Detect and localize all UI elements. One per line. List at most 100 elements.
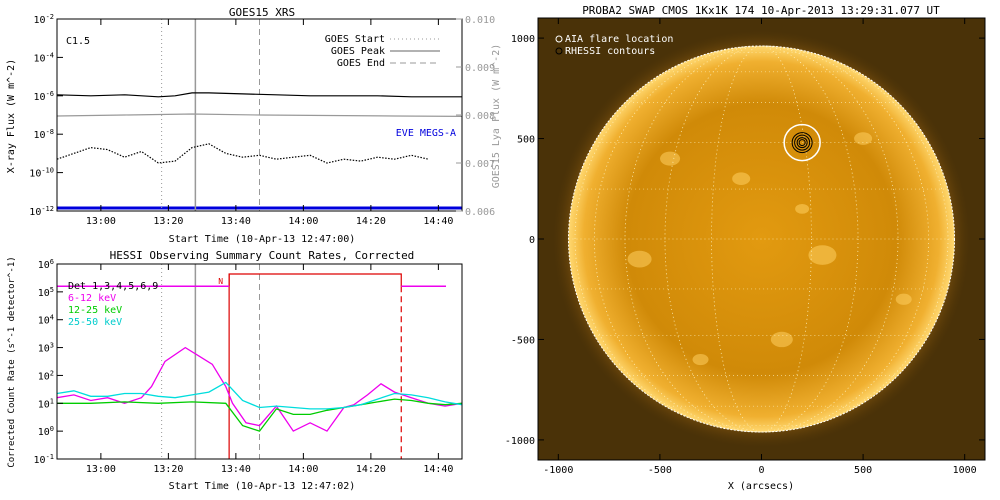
swap-y-tick-label: 1000 <box>511 34 535 45</box>
goes-y-tick-label: 10-10 <box>29 167 54 180</box>
goes-x-tick-label: 14:20 <box>356 216 386 227</box>
hessi-x-tick-label: 14:20 <box>356 464 386 475</box>
swap-legend-label: RHESSI contours <box>565 46 655 57</box>
swap-legend-label: AIA flare location <box>565 34 673 45</box>
rhessi-contour <box>796 137 808 149</box>
goes-title: GOES15 XRS <box>229 6 295 19</box>
goes-axes: 13:00 13:20 13:40 14:00 14:20 14:40 10-12 10-10… <box>29 13 495 227</box>
hessi-y-tick-label: 10-1 <box>34 453 54 466</box>
goes-x-tick-label: 13:40 <box>221 216 251 227</box>
goes-ylabel: X-ray Flux (W m^-2) <box>6 59 17 173</box>
hessi-x-tick-label: 14:00 <box>288 464 318 475</box>
hessi-series-line-2 <box>56 381 463 410</box>
goes-series-line-1 <box>56 143 429 164</box>
hessi-x-tick-label: 14:40 <box>423 464 453 475</box>
aia-flare-location <box>783 123 821 162</box>
swap-x-tick-label: 0 <box>758 465 764 476</box>
goes-y-tick-label: 10-8 <box>34 128 54 141</box>
hessi-panel: HESSI Observing Summary Count Rates, Cor… <box>7 249 463 492</box>
goes-panel: GOES15 XRS 13:00 13:20 13:40 14:00 14:20 14:4… <box>6 6 502 245</box>
goes-y-right-tick-label: 0.007 <box>465 159 495 170</box>
active-region <box>895 293 912 305</box>
active-region <box>692 353 709 366</box>
goes-y-tick-label: 10-12 <box>29 205 54 218</box>
longitude-line <box>593 45 930 433</box>
hessi-legend-label: 12-25 keV <box>68 305 122 316</box>
hessi-plot-frame <box>56 263 463 460</box>
aia-legend-symbol <box>555 35 563 43</box>
hessi-x-tick-label: 13:20 <box>153 464 183 475</box>
swap-legend: AIA flare location RHESSI contours <box>555 34 673 57</box>
swap-x-tick-label: 500 <box>854 465 872 476</box>
swap-y-tick-label: 0 <box>529 235 535 246</box>
hessi-axes: 13:00 13:20 13:40 14:00 14:20 14:40 10-1 100 101… <box>34 258 454 475</box>
hessi-xlabel: Start Time (10-Apr-13 12:47:02) <box>169 481 356 492</box>
hessi-x-tick-label: 13:40 <box>221 464 251 475</box>
goes-y-tick-label: 10-6 <box>34 90 54 103</box>
goes-xlabel: Start Time (10-Apr-13 12:47:00) <box>169 234 356 245</box>
hessi-night-bracket <box>228 273 402 287</box>
hessi-ylabel: Corrected Count Rate (s^-1 detector^-1) <box>7 256 17 467</box>
goes-x-tick-label: 14:40 <box>423 216 453 227</box>
hessi-series-line-1 <box>57 398 463 432</box>
goes-y-right-tick-label: 0.008 <box>465 111 495 122</box>
longitude-line <box>624 45 899 433</box>
hessi-legend-label: Det 1,3,4,5,6,9 <box>68 281 158 292</box>
goes-series-line-0 <box>56 92 462 98</box>
swap-x-tick-label: -1000 <box>543 465 573 476</box>
rhessi-contour <box>794 134 811 151</box>
hessi-y-tick-label: 105 <box>38 286 54 299</box>
goes-series-group <box>56 19 463 211</box>
hessi-legend: Det 1,3,4,5,6,9 6-12 keV 12-25 keV 25-50… <box>68 281 158 328</box>
swap-y-tick-label: -500 <box>511 335 535 346</box>
hessi-series-group: N <box>56 264 463 459</box>
hessi-y-tick-label: 102 <box>38 369 54 382</box>
rhessi-contour <box>798 139 806 147</box>
swap-y-tick-label: -1000 <box>505 436 535 447</box>
hessi-y-tick-label: 100 <box>38 425 54 438</box>
goes-x-tick-label: 13:00 <box>86 216 116 227</box>
swap-x-tick-label: 1000 <box>953 465 977 476</box>
active-region <box>660 151 681 166</box>
hessi-x-tick-label: 13:00 <box>86 464 116 475</box>
goes-ylabel-right: GOES15 Lya Flux (W m^-2) <box>491 44 502 189</box>
goes-y-right-tick-label: 0.009 <box>465 63 495 74</box>
hessi-series-line-0 <box>56 346 463 432</box>
goes-y-tick-label: 10-2 <box>34 13 54 26</box>
rhessi-legend-symbol <box>555 47 563 55</box>
heliographic-grid <box>568 45 955 433</box>
goes-legend-label: GOES Start <box>325 34 385 45</box>
goes-x-tick-label: 14:00 <box>288 216 318 227</box>
swap-axes: -1000 -500 0 500 1000 -1000 -500 0 500 1000 <box>505 18 985 476</box>
goes-annotation: C1.5 <box>66 36 90 47</box>
goes-legend: GOES Start GOES Peak GOES End <box>325 34 440 69</box>
goes-y-tick-label: 10-4 <box>34 51 54 64</box>
active-region <box>732 172 751 186</box>
hessi-y-tick-label: 104 <box>38 314 54 327</box>
hessi-legend-label: 25-50 keV <box>68 317 122 328</box>
goes-legend-label: GOES End <box>337 58 385 69</box>
longitude-line <box>664 45 859 433</box>
hessi-y-tick-label: 101 <box>38 397 54 410</box>
goes-series-line-2 <box>56 113 463 117</box>
active-region <box>808 245 837 265</box>
active-region <box>854 132 873 145</box>
solar-limb <box>567 45 956 433</box>
goes-legend-label: GOES Peak <box>331 46 385 57</box>
active-region <box>795 203 810 214</box>
active-region <box>627 250 652 268</box>
swap-x-tick-label: -500 <box>648 465 672 476</box>
active-region <box>770 331 793 348</box>
hessi-y-tick-label: 103 <box>38 342 54 355</box>
swap-xlabel: X (arcsecs) <box>728 481 794 492</box>
swap-title: PROBA2 SWAP CMOS 1Kx1K 174 10-Apr-2013 1… <box>582 4 940 17</box>
swap-image <box>553 30 970 448</box>
swap-y-tick-label: 500 <box>517 135 535 146</box>
swap-panel: PROBA2 SWAP CMOS 1Kx1K 174 10-Apr-2013 1… <box>505 4 986 492</box>
longitude-line <box>711 45 812 433</box>
hessi-y-tick-label: 106 <box>38 258 54 271</box>
goes-y-right-tick-label: 0.006 <box>465 207 495 218</box>
hessi-legend-label: 6-12 keV <box>68 293 116 304</box>
hessi-night-label: N <box>218 277 223 286</box>
